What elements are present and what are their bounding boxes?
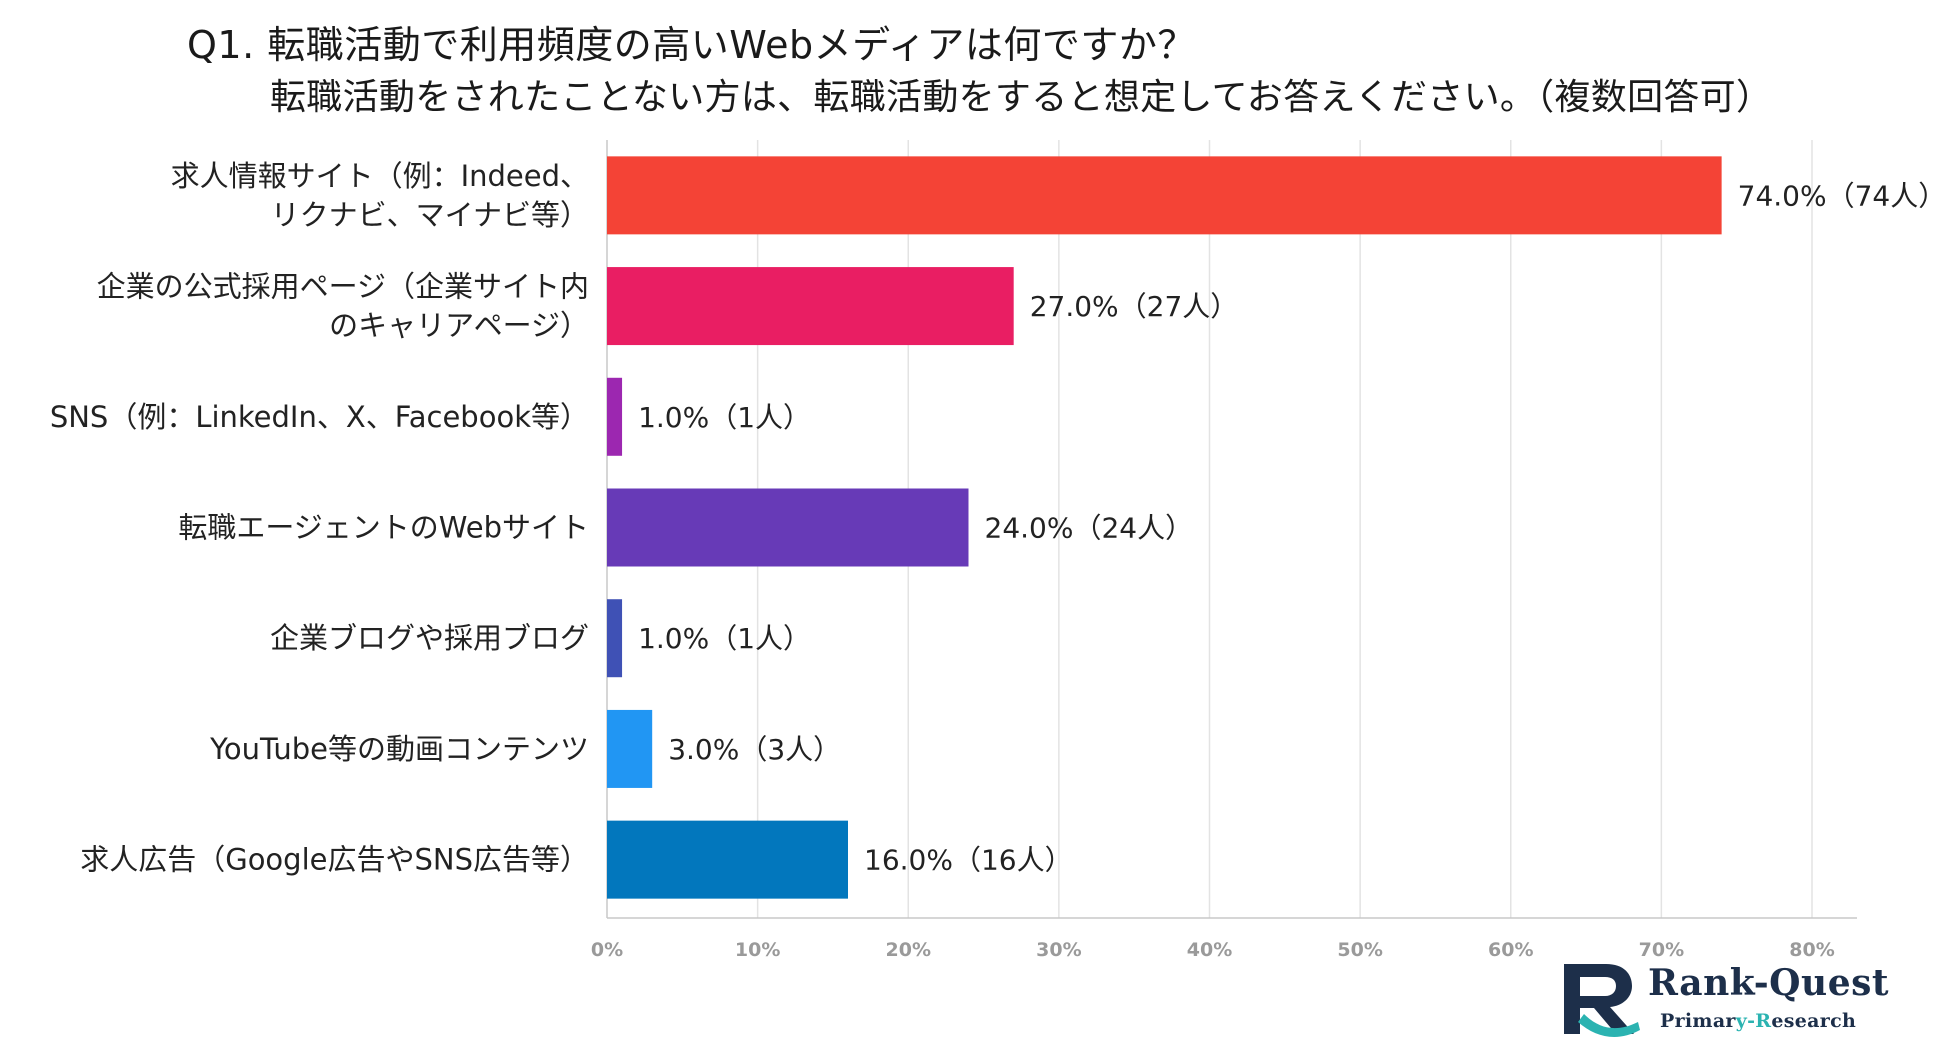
value-labels: 74.0%（74人） 27.0%（27人） 1.0%（1人） 24.0%（24人） 1.… bbox=[638, 179, 1946, 876]
x-tick-label: 10% bbox=[735, 939, 780, 960]
x-tick-label: 40% bbox=[1187, 939, 1232, 960]
category-label: 企業ブログや採用ブログ bbox=[270, 621, 589, 655]
logo-tagline-suffix: esearch bbox=[1771, 1010, 1857, 1032]
category-label: YouTube等の動画コンテンツ bbox=[209, 732, 589, 766]
bar bbox=[607, 377, 623, 456]
rank-quest-logo: Rank-Quest Primary-Research bbox=[1560, 960, 1889, 1038]
bar bbox=[607, 267, 1014, 346]
category-label: 転職エージェントのWebサイト bbox=[178, 511, 589, 545]
value-label: 27.0%（27人） bbox=[1030, 290, 1239, 323]
chart-subtitle: 転職活動をされたことない方は、転職活動をすると想定してお答えください。（複数回答… bbox=[270, 77, 1773, 118]
x-tick-label: 60% bbox=[1488, 939, 1533, 960]
value-label: 24.0%（24人） bbox=[985, 512, 1194, 545]
rank-quest-logo-mark-icon bbox=[1564, 964, 1640, 1037]
bars bbox=[607, 156, 1722, 899]
x-tick-label: 20% bbox=[886, 939, 931, 960]
logo-tagline-accent: y-R bbox=[1735, 1010, 1772, 1032]
x-tick-label: 70% bbox=[1639, 939, 1684, 960]
x-tick-label: 30% bbox=[1036, 939, 1081, 960]
bar bbox=[607, 709, 653, 788]
x-axis: 0% 10% 20% 30% 40% 50% 60% 70% 80% bbox=[591, 917, 1857, 960]
bar-chart: 0% 10% 20% 30% 40% 50% 60% 70% 80% 求人情報サイト（例：Ind… bbox=[50, 140, 1946, 960]
bar bbox=[607, 599, 623, 678]
logo-tagline-prefix: Primar bbox=[1660, 1010, 1736, 1032]
value-label: 1.0%（1人） bbox=[638, 622, 811, 655]
category-label: 求人情報サイト（例：Indeed、 bbox=[171, 159, 589, 193]
x-tick-label: 80% bbox=[1789, 939, 1834, 960]
bar bbox=[607, 820, 848, 899]
category-label: 企業の公式採用ページ（企業サイト内 bbox=[97, 270, 589, 304]
logo-name: Rank-Quest bbox=[1648, 962, 1890, 1004]
bar bbox=[607, 488, 969, 567]
category-label: リクナビ、マイナビ等） bbox=[271, 198, 589, 232]
x-tick-label: 0% bbox=[591, 939, 623, 960]
category-label: のキャリアページ） bbox=[329, 309, 589, 343]
chart-title: Q1. 転職活動で利用頻度の高いWebメディアは何ですか？ bbox=[187, 23, 1196, 67]
category-labels: 求人情報サイト（例：Indeed、リクナビ、マイナビ等） 企業の公式採用ページ（企… bbox=[50, 159, 589, 877]
value-label: 16.0%（16人） bbox=[864, 844, 1073, 877]
logo-tagline: Primary-Research bbox=[1660, 1010, 1856, 1032]
value-label: 74.0%（74人） bbox=[1738, 179, 1947, 212]
category-label: 求人広告（Google広告やSNS広告等） bbox=[80, 843, 589, 877]
value-label: 1.0%（1人） bbox=[638, 401, 811, 434]
category-label: SNS（例：LinkedIn、X、Facebook等） bbox=[50, 400, 589, 434]
bar bbox=[607, 156, 1722, 235]
value-label: 3.0%（3人） bbox=[668, 733, 841, 766]
x-tick-label: 50% bbox=[1337, 939, 1382, 960]
